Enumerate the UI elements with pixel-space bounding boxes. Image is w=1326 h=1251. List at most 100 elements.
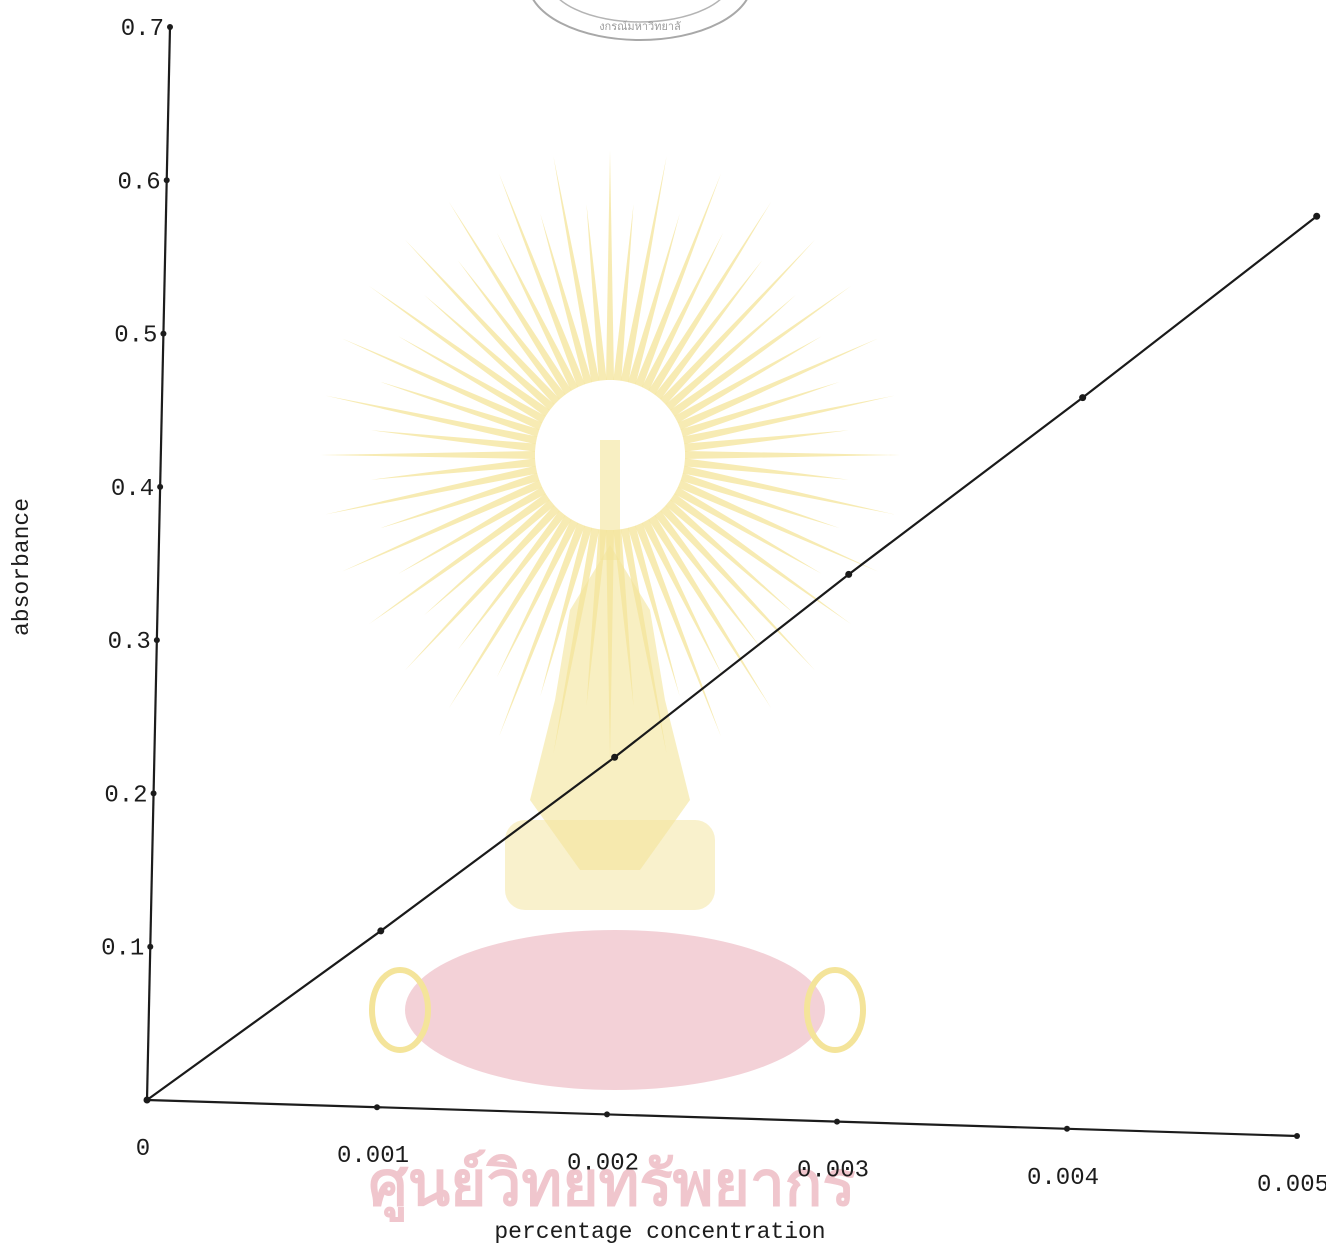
y-tick-mark bbox=[167, 24, 173, 30]
emblem-ray bbox=[380, 381, 540, 438]
emblem-cushion bbox=[405, 930, 825, 1090]
y-tick-label: 0.6 bbox=[117, 169, 160, 196]
emblem-ray bbox=[670, 285, 852, 417]
emblem-ray bbox=[368, 285, 550, 417]
emblem-ray bbox=[325, 395, 538, 445]
emblem-ray bbox=[424, 295, 555, 411]
emblem-ray bbox=[457, 260, 566, 400]
emblem-spire bbox=[600, 440, 620, 560]
y-axis-line bbox=[145, 26, 172, 1101]
y-tick-label: 0.4 bbox=[111, 476, 154, 503]
seal-outer-ring bbox=[532, 0, 748, 41]
emblem-ray bbox=[325, 465, 538, 515]
emblem-ray bbox=[674, 336, 822, 424]
data-point bbox=[1079, 394, 1087, 402]
emblem-ray bbox=[499, 173, 585, 388]
emblem-ray bbox=[620, 156, 667, 383]
emblem-ray bbox=[398, 336, 546, 424]
data-point bbox=[845, 570, 853, 578]
university-seal-stamp: งกรณ์มหาวิทยาลั bbox=[532, 0, 748, 41]
emblem-ray bbox=[674, 486, 822, 574]
emblem-ray bbox=[448, 515, 572, 709]
y-tick-mark bbox=[163, 177, 170, 184]
emblem-ray bbox=[684, 430, 849, 452]
x-tick-mark bbox=[834, 1118, 840, 1125]
x-tick-mark bbox=[1294, 1133, 1300, 1139]
x-tick-label: 0.005 bbox=[1257, 1172, 1326, 1199]
seal-text: งกรณ์มหาวิทยาลั bbox=[599, 20, 681, 33]
emblem-ray bbox=[682, 465, 895, 515]
emblem-ray bbox=[680, 472, 840, 529]
emblem-ray bbox=[586, 204, 607, 381]
series-line bbox=[146, 215, 1318, 1101]
y-tick-mark bbox=[157, 483, 164, 490]
x-tick-label: 0.003 bbox=[797, 1158, 869, 1185]
x-tick-mark bbox=[604, 1111, 610, 1118]
emblem-ray bbox=[641, 519, 724, 678]
x-axis-title: percentage concentration bbox=[494, 1219, 825, 1245]
ticks: 0 0.001 0.002 0.003 0.004 0.005 0.1 0.2 0.3 0.4 0.… bbox=[101, 16, 1326, 1199]
y-tick-mark bbox=[153, 637, 160, 644]
emblem-base bbox=[505, 820, 715, 910]
x-tick-label: 0.001 bbox=[337, 1143, 409, 1170]
data-point bbox=[377, 927, 385, 935]
emblem-ray bbox=[635, 173, 721, 388]
emblem-ray bbox=[684, 458, 849, 480]
emblem-ray bbox=[677, 480, 878, 572]
emblem-ray bbox=[627, 213, 680, 385]
data-point bbox=[1313, 212, 1321, 220]
emblem-ray bbox=[685, 451, 900, 459]
y-tick-label: 0.2 bbox=[104, 782, 147, 809]
emblem-ray bbox=[680, 381, 840, 438]
emblem-ray bbox=[371, 458, 536, 480]
x-tick-mark bbox=[1064, 1125, 1070, 1132]
y-tick-mark bbox=[160, 330, 167, 337]
y-tick-mark bbox=[147, 943, 154, 950]
watermark-text: ศูนย์วิทยทรัพยากร bbox=[368, 1147, 855, 1222]
data-point bbox=[143, 1096, 151, 1104]
x-tick-label: 0 bbox=[136, 1136, 150, 1163]
emblem-ray bbox=[648, 515, 772, 709]
axes bbox=[145, 26, 1298, 1138]
y-tick-label: 0.7 bbox=[121, 16, 164, 43]
emblem-ray bbox=[660, 239, 816, 405]
emblem-ray bbox=[540, 525, 593, 697]
emblem-ray bbox=[404, 505, 560, 671]
emblem-ray bbox=[670, 493, 852, 625]
emblem-ray bbox=[404, 239, 560, 405]
university-emblem-watermark: ศูนย์วิทยทรัพยากร bbox=[320, 150, 900, 1222]
emblem-ray bbox=[635, 522, 721, 737]
emblem-ray bbox=[448, 201, 572, 395]
data-point bbox=[611, 753, 619, 761]
emblem-ray bbox=[496, 232, 579, 391]
seal-inner-ring bbox=[559, 0, 721, 23]
emblem-ray bbox=[648, 201, 772, 395]
emblem-ray bbox=[496, 519, 579, 678]
emblem-ray bbox=[371, 430, 536, 452]
emblem-crown bbox=[530, 545, 690, 870]
x-tick-label: 0.004 bbox=[1027, 1165, 1099, 1192]
emblem-ray bbox=[320, 451, 535, 459]
y-tick-label: 0.3 bbox=[108, 629, 151, 656]
x-axis-line bbox=[146, 1098, 1298, 1138]
emblem-tassel-left bbox=[369, 967, 431, 1053]
emblem-tassel-right bbox=[804, 967, 866, 1053]
emblem-ray bbox=[342, 480, 543, 572]
y-tick-mark bbox=[150, 790, 157, 797]
emblem-ray bbox=[654, 510, 763, 650]
emblem-ray bbox=[654, 260, 763, 400]
y-tick-label: 0.1 bbox=[101, 936, 144, 963]
emblem-ray bbox=[457, 510, 566, 650]
y-tick-label: 0.5 bbox=[114, 323, 157, 350]
emblem-ray bbox=[553, 156, 600, 383]
emblem-ray bbox=[682, 395, 895, 445]
emblem-ray bbox=[398, 486, 546, 574]
emblem-ray bbox=[424, 499, 555, 615]
emblem-ray bbox=[660, 505, 816, 671]
emblem-ray bbox=[342, 338, 543, 430]
emblem-ray bbox=[540, 213, 593, 385]
data-series bbox=[143, 212, 1321, 1104]
y-axis-title: absorbance bbox=[9, 498, 35, 636]
